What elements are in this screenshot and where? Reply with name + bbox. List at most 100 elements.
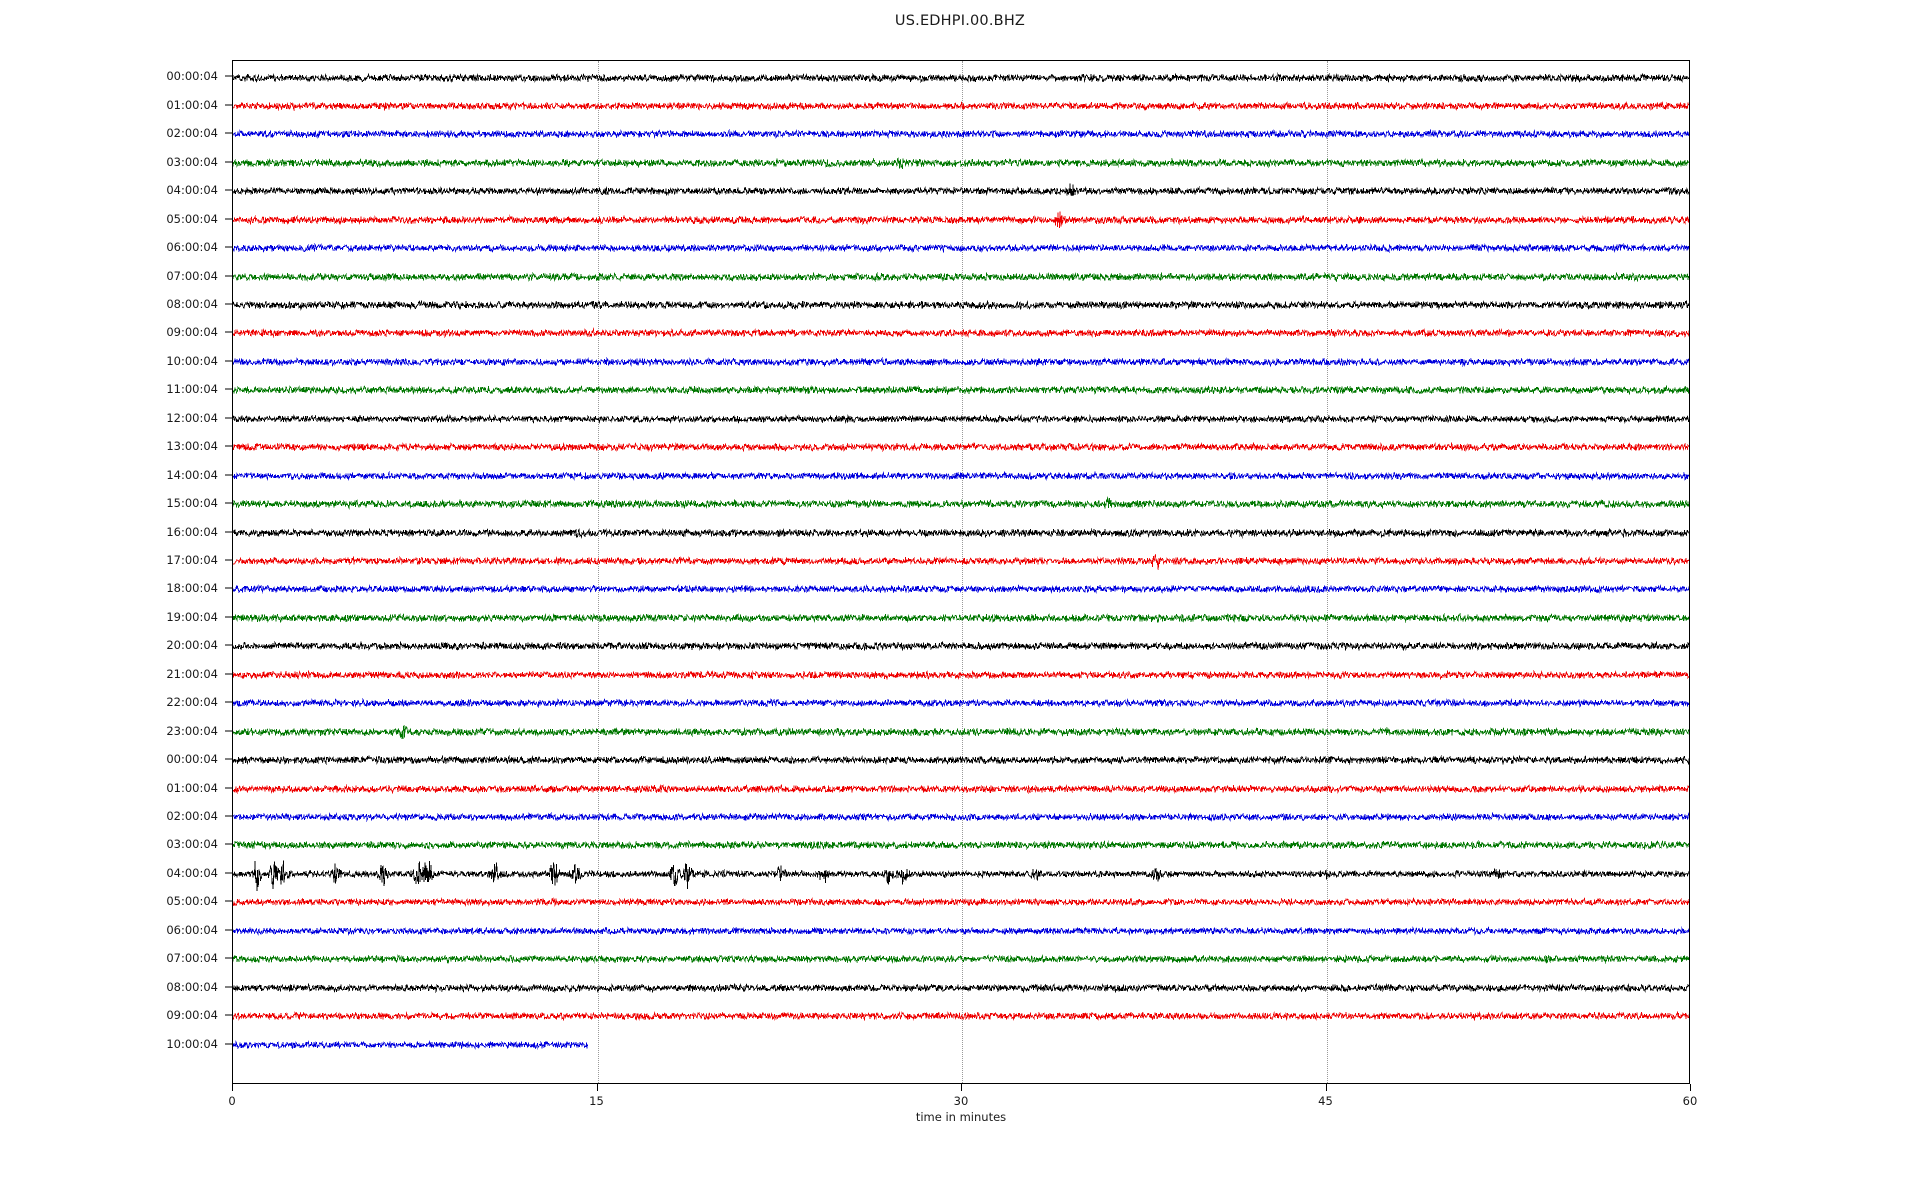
trace-row-26 [233, 811, 1689, 823]
trace-row-18 [233, 584, 1689, 595]
y-tick-label-3: 03:00:04 [166, 154, 218, 169]
trace-row-25 [233, 783, 1689, 794]
trace-row-9 [233, 328, 1689, 339]
trace-row-22 [233, 698, 1689, 709]
y-tick-mark-13 [225, 445, 232, 447]
trace-row-3 [233, 157, 1689, 169]
x-tick-mark-15 [596, 1084, 598, 1091]
trace-row-4 [233, 183, 1689, 197]
trace-row-34 [233, 1039, 588, 1050]
trace-row-29 [233, 897, 1689, 908]
y-tick-mark-20 [225, 644, 232, 646]
y-tick-mark-29 [225, 900, 232, 902]
trace-row-2 [233, 129, 1689, 140]
y-tick-mark-8 [225, 303, 232, 305]
x-tick-label-45: 45 [1318, 1094, 1333, 1108]
y-tick-mark-14 [225, 474, 232, 476]
y-tick-label-22: 22:00:04 [166, 695, 218, 710]
y-tick-mark-6 [225, 246, 232, 248]
x-tick-label-0: 0 [228, 1094, 236, 1108]
trace-row-31 [233, 954, 1689, 965]
y-tick-label-18: 18:00:04 [166, 581, 218, 596]
x-tick-label-30: 30 [953, 1094, 969, 1108]
trace-row-21 [233, 669, 1689, 681]
y-tick-label-20: 20:00:04 [166, 638, 218, 653]
y-tick-mark-11 [225, 388, 232, 390]
y-tick-label-10: 10:00:04 [166, 353, 218, 368]
y-tick-label-28: 04:00:04 [166, 865, 218, 880]
y-tick-label-34: 10:00:04 [166, 1036, 218, 1051]
y-tick-mark-0 [225, 75, 232, 77]
trace-row-11 [233, 385, 1689, 396]
x-tick-label-15: 15 [589, 1094, 604, 1108]
y-tick-label-14: 14:00:04 [166, 467, 218, 482]
y-tick-mark-30 [225, 929, 232, 931]
y-tick-label-4: 04:00:04 [166, 183, 218, 198]
y-tick-mark-25 [225, 787, 232, 789]
y-tick-mark-1 [225, 104, 232, 106]
trace-row-33 [233, 1010, 1689, 1022]
trace-row-27 [233, 840, 1689, 851]
y-tick-mark-34 [225, 1043, 232, 1045]
trace-row-32 [233, 982, 1689, 993]
y-tick-mark-12 [225, 417, 232, 419]
y-tick-label-8: 08:00:04 [166, 297, 218, 312]
y-tick-label-1: 01:00:04 [166, 97, 218, 112]
y-tick-mark-24 [225, 758, 232, 760]
trace-row-6 [233, 242, 1689, 254]
y-tick-label-19: 19:00:04 [166, 609, 218, 624]
y-tick-mark-26 [225, 815, 232, 817]
trace-row-17 [233, 553, 1689, 570]
x-tick-label-60: 60 [1682, 1094, 1698, 1108]
x-axis-label: time in minutes [915, 1110, 1007, 1124]
y-tick-mark-33 [225, 1014, 232, 1016]
trace-row-12 [233, 413, 1689, 424]
y-tick-mark-18 [225, 587, 232, 589]
y-tick-label-17: 17:00:04 [166, 553, 218, 568]
trace-row-16 [233, 527, 1689, 539]
trace-row-23 [233, 724, 1689, 739]
y-tick-label-31: 07:00:04 [166, 951, 218, 966]
y-tick-mark-10 [225, 360, 232, 362]
y-tick-mark-23 [225, 730, 232, 732]
y-tick-label-23: 23:00:04 [166, 723, 218, 738]
x-tick-mark-45 [1325, 1084, 1327, 1091]
y-tick-mark-21 [225, 673, 232, 675]
y-tick-mark-7 [225, 275, 232, 277]
trace-row-0 [233, 72, 1689, 83]
y-tick-label-12: 12:00:04 [166, 410, 218, 425]
y-tick-mark-3 [225, 161, 232, 163]
y-tick-mark-28 [225, 872, 232, 874]
trace-row-24 [233, 754, 1689, 766]
y-tick-mark-19 [225, 616, 232, 618]
y-tick-label-7: 07:00:04 [166, 268, 218, 283]
x-tick-mark-30 [961, 1084, 962, 1091]
page-title: US.EDHPI.00.BHZ [894, 13, 1026, 29]
trace-row-30 [233, 925, 1689, 936]
x-axis: 0 15 30 45 60 [228, 1084, 1697, 1144]
y-tick-mark-4 [225, 189, 232, 191]
gridline-x-15 [597, 61, 600, 1083]
y-tick-label-5: 05:00:04 [166, 211, 218, 226]
y-tick-label-26: 02:00:04 [166, 809, 218, 824]
y-tick-mark-9 [225, 331, 232, 333]
y-tick-mark-22 [225, 701, 232, 703]
gridline-x-30 [962, 61, 964, 1083]
y-tick-label-15: 15:00:04 [166, 496, 218, 511]
y-tick-mark-31 [225, 957, 232, 959]
y-tick-label-6: 06:00:04 [166, 240, 218, 255]
trace-row-7 [233, 271, 1689, 282]
plot-area [232, 60, 1690, 1084]
y-tick-label-27: 03:00:04 [166, 837, 218, 852]
y-axis: 00:00:04 01:00:04 02:00:04 03:00:04 04:00:04… [0, 60, 232, 1084]
y-tick-label-21: 21:00:04 [166, 666, 218, 681]
x-tick-mark-60 [1690, 1084, 1691, 1091]
y-tick-label-30: 06:00:04 [166, 922, 218, 937]
y-tick-mark-16 [225, 531, 232, 533]
y-tick-label-25: 01:00:04 [166, 780, 218, 795]
y-tick-label-11: 11:00:04 [166, 382, 218, 397]
y-tick-mark-27 [225, 843, 232, 845]
y-tick-label-9: 09:00:04 [166, 325, 218, 340]
y-tick-label-16: 16:00:04 [166, 524, 218, 539]
